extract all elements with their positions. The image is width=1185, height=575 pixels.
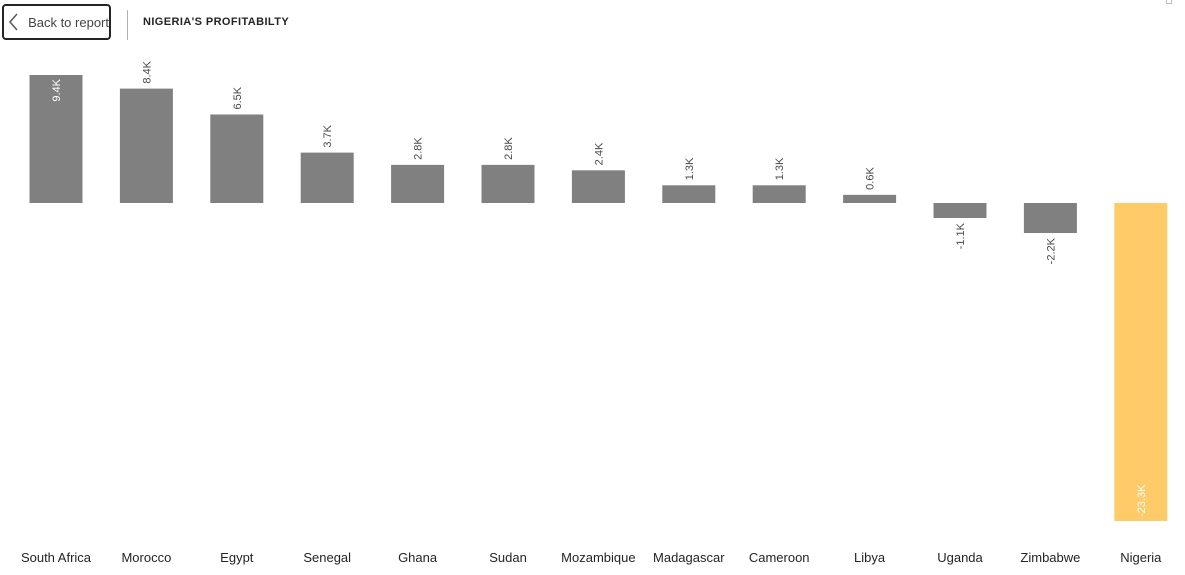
back-to-report-label: Back to report xyxy=(28,14,109,30)
data-label-ghana: 2.8K xyxy=(413,137,425,160)
back-to-report-button[interactable]: Back to report xyxy=(2,4,111,40)
bar-uganda[interactable] xyxy=(933,203,987,219)
category-label-morocco: Morocco xyxy=(121,550,171,565)
bar-libya[interactable] xyxy=(843,194,897,203)
chevron-left-icon xyxy=(4,4,23,40)
data-label-madagascar: 1.3K xyxy=(684,157,696,180)
bar-senegal[interactable] xyxy=(300,152,354,203)
category-label-senegal: Senegal xyxy=(303,550,351,565)
bar-morocco[interactable] xyxy=(119,88,173,203)
category-label-zimbabwe: Zimbabwe xyxy=(1020,550,1080,565)
category-label-cameroon: Cameroon xyxy=(749,550,810,565)
data-label-mozambique: 2.4K xyxy=(593,142,605,165)
data-label-south-africa: 9.4K xyxy=(51,78,63,101)
page-title: NIGERIA'S PROFITABILTY xyxy=(143,16,290,28)
data-label-uganda: -1.1K xyxy=(955,222,967,249)
data-label-libya: 0.6K xyxy=(865,167,877,190)
data-label-nigeria: -23.3K xyxy=(1136,484,1148,517)
category-label-madagascar: Madagascar xyxy=(653,550,725,565)
bar-mozambique[interactable] xyxy=(571,170,625,203)
bar-egypt[interactable] xyxy=(210,114,264,203)
data-label-cameroon: 1.3K xyxy=(774,157,786,180)
bar-zimbabwe[interactable] xyxy=(1023,203,1077,234)
category-label-nigeria: Nigeria xyxy=(1120,550,1162,565)
corner-glyph xyxy=(1166,0,1172,4)
category-label-sudan: Sudan xyxy=(489,550,527,565)
category-label-egypt: Egypt xyxy=(220,550,254,565)
data-label-morocco: 8.4K xyxy=(141,60,153,83)
bar-cameroon[interactable] xyxy=(752,185,806,203)
data-label-zimbabwe: -2.2K xyxy=(1045,237,1057,264)
category-label-libya: Libya xyxy=(854,550,886,565)
data-label-sudan: 2.8K xyxy=(503,137,515,160)
data-label-senegal: 3.7K xyxy=(322,124,334,147)
bar-sudan[interactable] xyxy=(481,164,535,203)
category-label-ghana: Ghana xyxy=(398,550,438,565)
bar-south-africa[interactable] xyxy=(29,75,83,203)
category-label-uganda: Uganda xyxy=(937,550,983,565)
bar-nigeria[interactable] xyxy=(1114,203,1168,521)
category-label-south-africa: South Africa xyxy=(21,550,92,565)
bar-ghana[interactable] xyxy=(391,164,445,203)
data-label-egypt: 6.5K xyxy=(232,86,244,109)
header-divider xyxy=(127,10,128,40)
bar-madagascar[interactable] xyxy=(662,185,716,203)
category-label-mozambique: Mozambique xyxy=(561,550,635,565)
